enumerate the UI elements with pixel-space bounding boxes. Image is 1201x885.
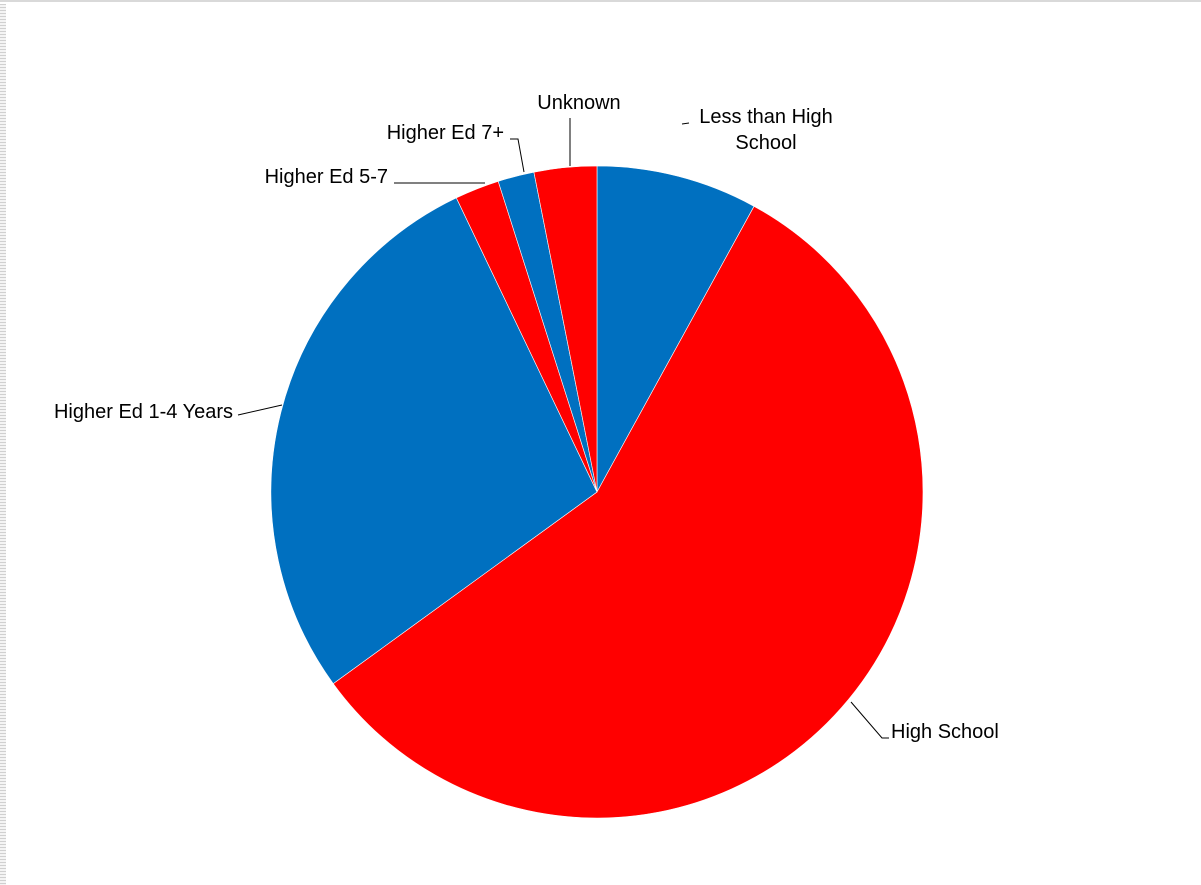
slice-label-line: Less than High: [699, 106, 832, 128]
slice-label: Higher Ed 1-4 Years: [54, 401, 233, 423]
slice-label-line: Higher Ed 7+: [387, 122, 504, 144]
slice-label-line: Unknown: [537, 92, 620, 114]
slice-label-line: Higher Ed 1-4 Years: [54, 401, 233, 423]
leader-line: [681, 122, 690, 125]
leader-line: [850, 701, 889, 739]
slice-label-line: High School: [891, 721, 999, 743]
pie-slice: [533, 165, 598, 493]
leader-line: [510, 138, 525, 173]
slice-label-line: School: [735, 132, 796, 154]
pie-slice: [270, 197, 598, 685]
slice-label: High School: [891, 721, 999, 743]
slice-label: Higher Ed 5-7: [265, 166, 388, 188]
pie-slice: [332, 205, 924, 819]
left-edge-border: [0, 4, 6, 885]
slice-label: Less than High School: [699, 106, 832, 154]
slice-label: Unknown: [537, 92, 620, 114]
leader-line: [237, 404, 283, 416]
slice-label-line: Higher Ed 5-7: [265, 166, 388, 188]
pie-slice: [596, 165, 755, 493]
slice-label: Higher Ed 7+: [387, 122, 504, 144]
